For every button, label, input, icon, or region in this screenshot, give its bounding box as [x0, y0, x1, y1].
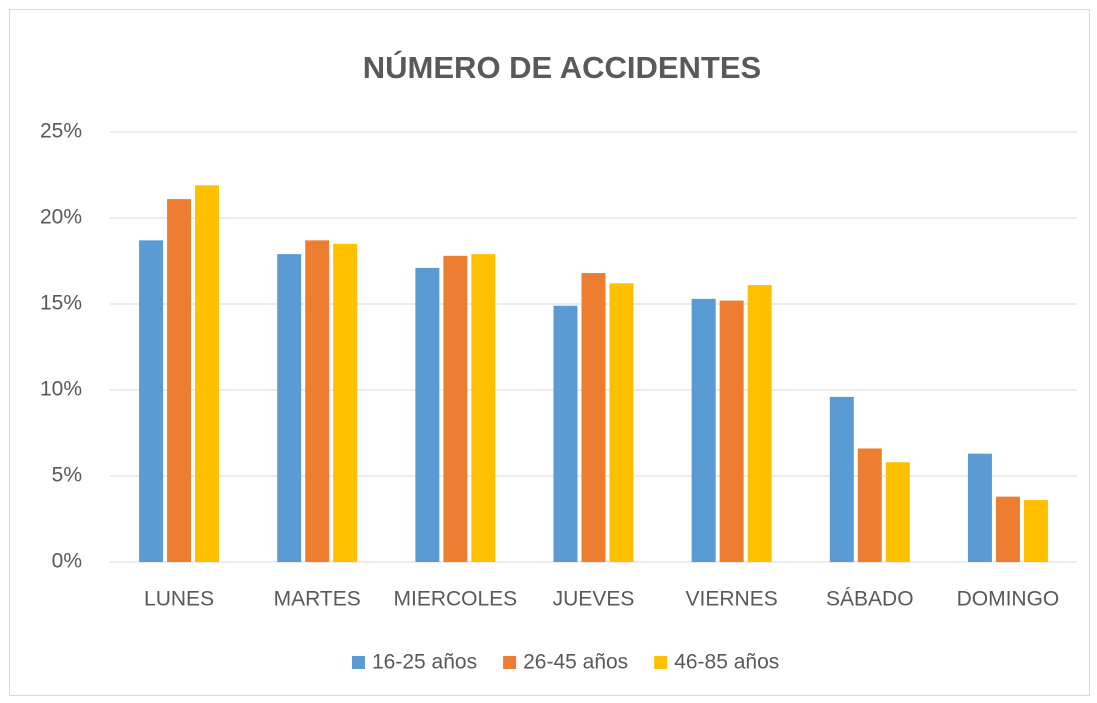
bar	[857, 448, 882, 562]
bar	[995, 496, 1020, 562]
bar	[609, 283, 634, 562]
legend-label: 26-45 años	[523, 651, 628, 674]
y-tick-label: 20%	[40, 206, 82, 229]
chart-title: NÚMERO DE ACCIDENTES	[363, 49, 761, 85]
bar	[333, 243, 358, 563]
x-tick-label: LUNES	[144, 588, 214, 611]
legend-label: 46-85 años	[674, 651, 779, 674]
x-tick-label: JUEVES	[553, 588, 635, 611]
x-tick-label: DOMINGO	[957, 588, 1060, 611]
bar	[829, 396, 854, 562]
bar	[195, 185, 220, 562]
y-tick-label: 15%	[40, 292, 82, 315]
bar	[747, 285, 772, 562]
bar	[443, 255, 468, 562]
bar	[167, 199, 192, 562]
bar	[139, 240, 164, 563]
y-tick-label: 5%	[52, 464, 82, 487]
x-tick-label: MIERCOLES	[394, 588, 518, 611]
bar	[967, 453, 992, 562]
bar	[1023, 500, 1048, 562]
y-tick-label: 10%	[40, 378, 82, 401]
bar	[277, 254, 302, 562]
x-tick-label: VIERNES	[686, 588, 778, 611]
legend-swatch	[503, 656, 517, 669]
x-tick-label: SÁBADO	[826, 588, 914, 611]
bar	[885, 462, 910, 562]
y-tick-label: 0%	[52, 550, 82, 573]
bar	[691, 298, 716, 562]
bar	[553, 305, 578, 562]
y-tick-label: 25%	[40, 120, 82, 143]
bar	[719, 300, 744, 562]
bar	[581, 273, 606, 562]
bar	[415, 267, 440, 562]
legend-label: 16-25 años	[372, 651, 477, 674]
x-tick-label: MARTES	[274, 588, 361, 611]
legend-swatch	[654, 656, 668, 669]
bar	[471, 254, 496, 562]
bar	[305, 240, 330, 563]
legend-swatch	[352, 656, 365, 669]
